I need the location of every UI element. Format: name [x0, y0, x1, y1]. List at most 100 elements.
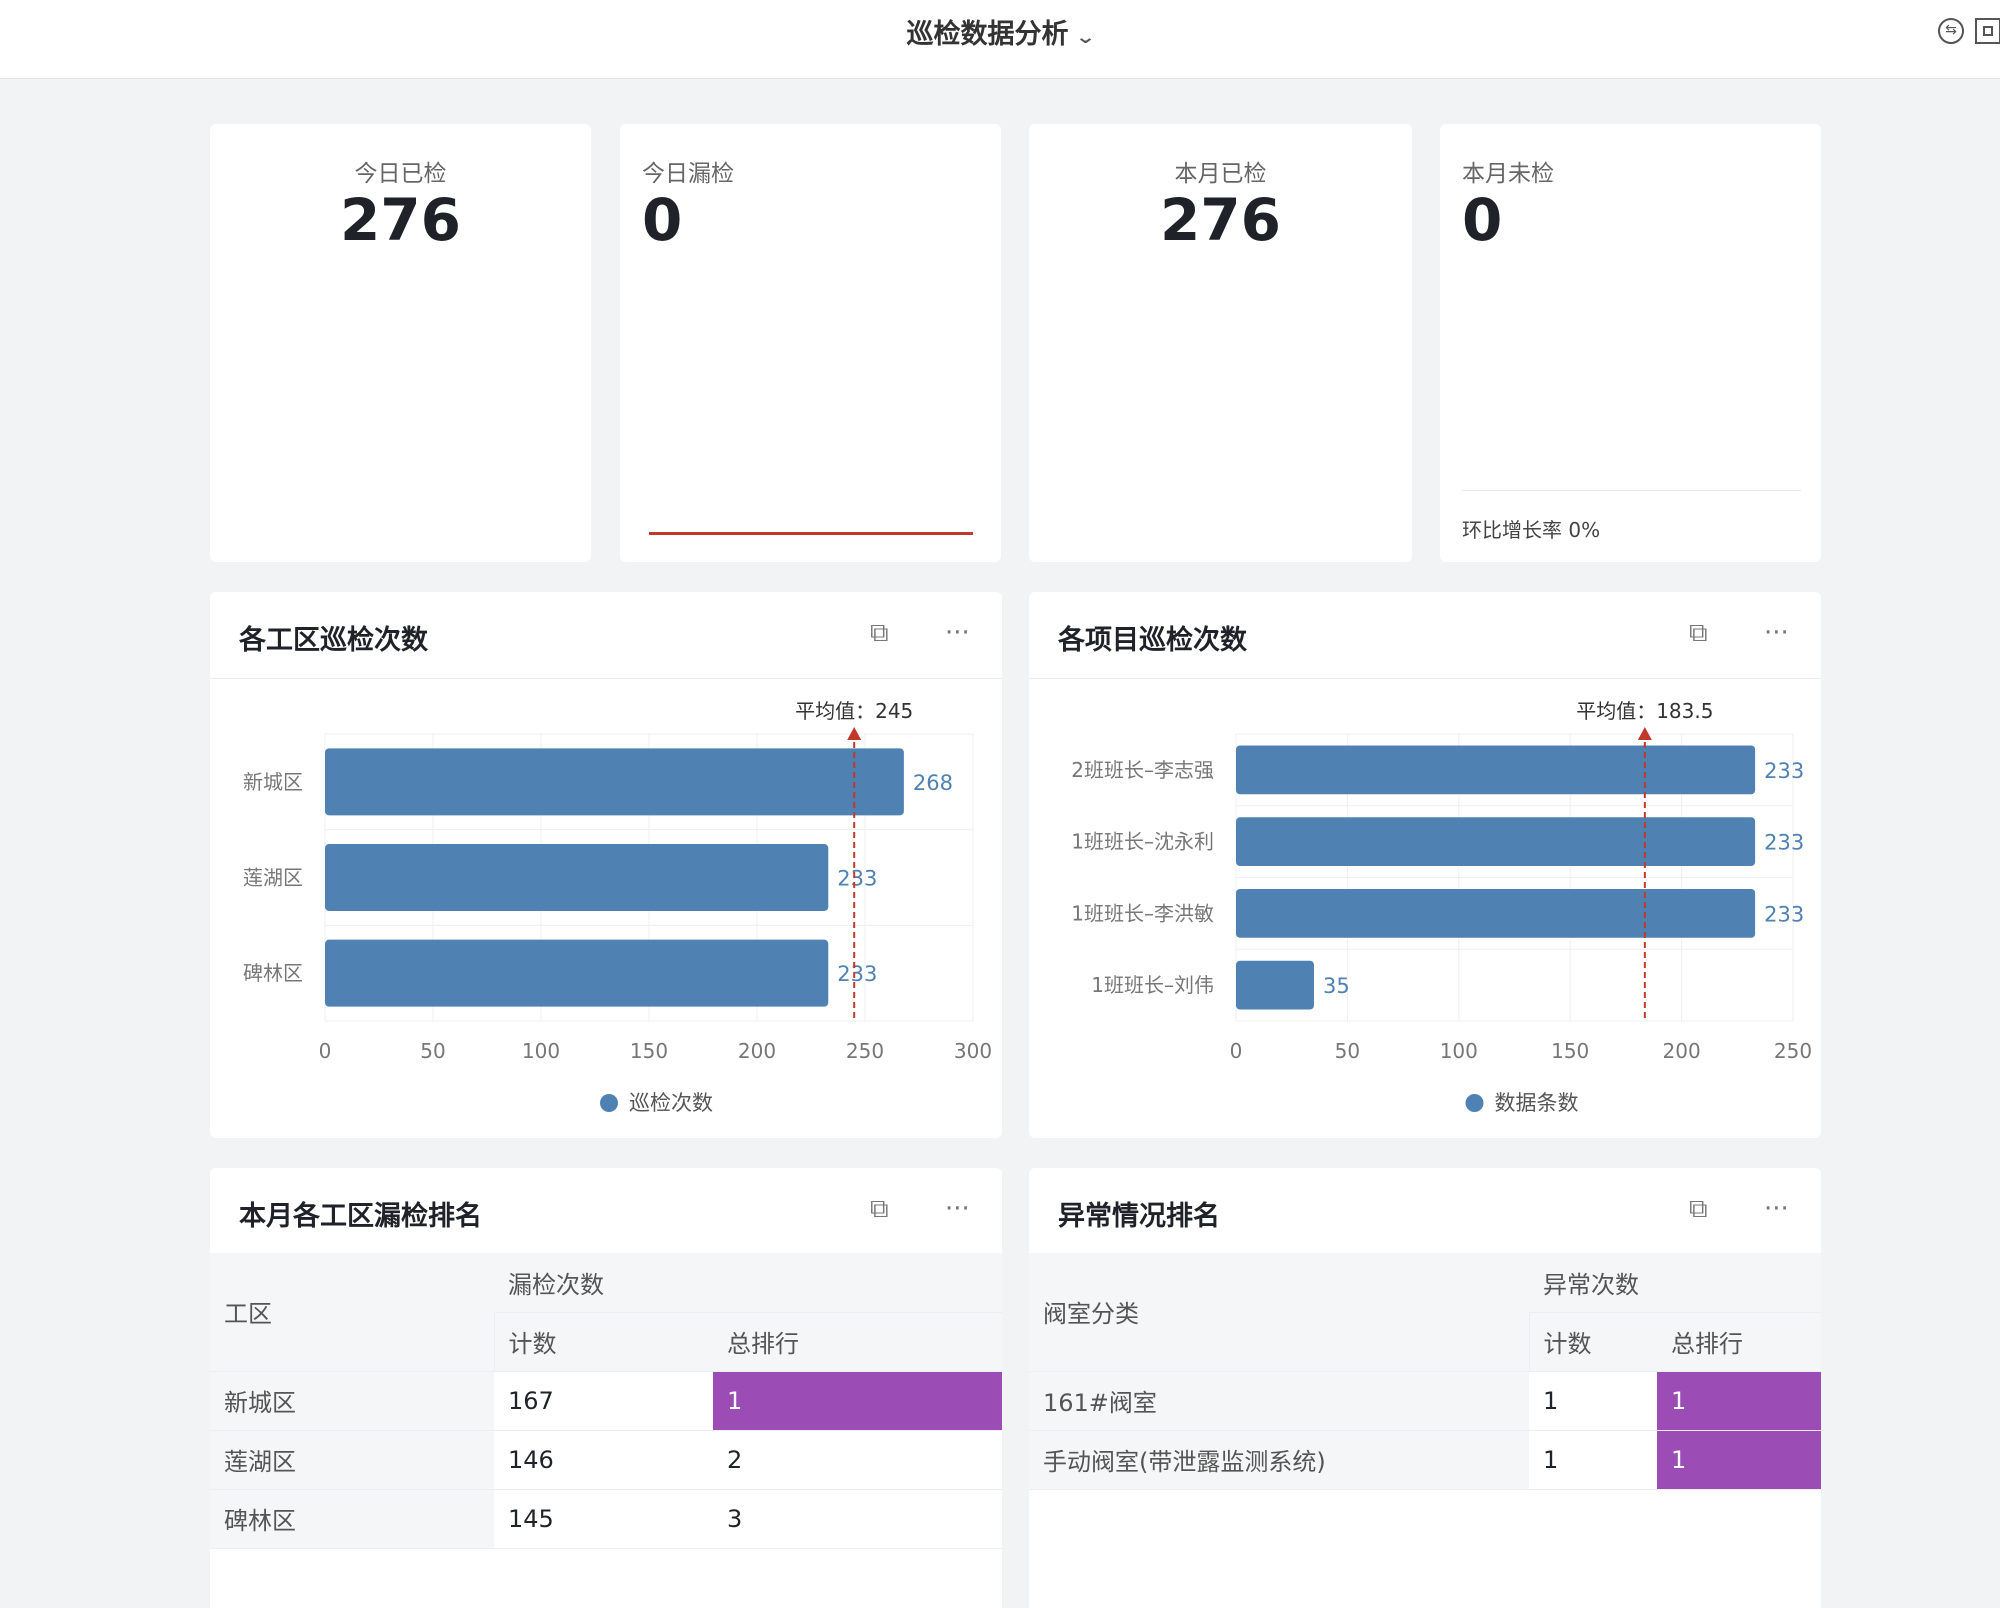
group-header: 漏检次数	[494, 1253, 1002, 1313]
x-tick-label: 0	[1230, 1039, 1243, 1063]
data-label: 35	[1323, 974, 1350, 998]
panel-header: 本月各工区漏检排名 ⧉ ···	[210, 1168, 1002, 1255]
y-category-label: 2班班长–李志强	[1071, 758, 1214, 782]
bar	[325, 748, 904, 816]
y-category-label: 新城区	[243, 770, 303, 794]
average-arrow	[1637, 727, 1652, 740]
column-header: 计数	[493, 1312, 713, 1372]
panel-header: 各项目巡检次数 ⧉ ···	[1029, 592, 1821, 679]
x-tick-label: 50	[1335, 1039, 1360, 1063]
kpi-today-checked: 今日已检 276	[210, 124, 591, 562]
cell-count: 1	[1529, 1371, 1657, 1431]
fullscreen-icon[interactable]	[1975, 18, 2000, 44]
bar	[1236, 745, 1756, 795]
data-label: 233	[837, 962, 877, 986]
column-header: 计数	[1528, 1312, 1657, 1372]
data-label: 233	[1764, 902, 1804, 926]
bar	[1236, 817, 1756, 867]
table-row: 莲湖区 146 2	[210, 1430, 1002, 1490]
kpi-value: 0	[642, 186, 683, 254]
data-label: 268	[913, 771, 953, 795]
average-label: 平均值：245	[795, 699, 913, 723]
x-tick-label: 100	[1440, 1039, 1478, 1063]
divider	[1462, 490, 1801, 491]
panel-title: 本月各工区漏检排名	[239, 1201, 482, 1232]
cell-rank: 1	[1657, 1430, 1821, 1490]
expand-icon[interactable]: ⧉	[1689, 618, 1708, 648]
cell-rank: 1	[1657, 1371, 1821, 1431]
top-bar: 巡检数据分析 ⌄ ⇆	[0, 0, 2000, 79]
panel-header: 各工区巡检次数 ⧉ ···	[210, 592, 1002, 679]
bar	[1236, 960, 1314, 1010]
ranking-table: 阀室分类 异常次数 计数 总排行 161#阀室 1 1 手动阀室(带泄露监测系统) 1 1	[1029, 1253, 1821, 1490]
more-icon[interactable]: ···	[1764, 1194, 1789, 1224]
legend-label: 巡检次数	[629, 1091, 713, 1115]
chart-panel-project: 各项目巡检次数 ⧉ ··· 0 50 100 150 200 250 2班班长–李志强 233…	[1029, 592, 1821, 1138]
kpi-label: 今日已检	[354, 161, 447, 187]
cell-name: 新城区	[210, 1371, 494, 1431]
expand-icon[interactable]: ⧉	[870, 618, 889, 648]
panel-header: 异常情况排名 ⧉ ···	[1029, 1168, 1821, 1255]
x-tick-label: 100	[522, 1039, 560, 1063]
more-icon[interactable]: ···	[945, 618, 970, 648]
cell-rank: 3	[713, 1489, 1002, 1549]
cell-rank: 2	[713, 1430, 1002, 1490]
more-icon[interactable]: ···	[945, 1194, 970, 1224]
legend-marker	[1465, 1094, 1484, 1112]
x-tick-label: 250	[1774, 1039, 1812, 1063]
bar-chart: 0 50 100 150 200 250 300 新城区 268 莲湖区 233 碑林区 233 平均值：…	[243, 699, 992, 1115]
column-header: 总排行	[1657, 1312, 1821, 1372]
cell-name: 碑林区	[210, 1489, 494, 1549]
kpi-value: 276	[1159, 186, 1282, 254]
group-header: 异常次数	[1529, 1253, 1821, 1313]
kpi-today-missed: 今日漏检 0	[620, 124, 1001, 562]
x-tick-label: 50	[420, 1039, 445, 1063]
chevron-down-icon[interactable]: ⌄	[1075, 27, 1097, 48]
cell-name: 莲湖区	[210, 1430, 494, 1490]
bar	[325, 939, 829, 1007]
column-header: 总排行	[713, 1312, 1002, 1372]
kpi-month-unchecked: 本月未检 0 环比增长率 0%	[1440, 124, 1821, 562]
x-tick-label: 250	[846, 1039, 884, 1063]
legend-marker	[600, 1094, 618, 1112]
data-label: 233	[837, 867, 877, 891]
chart-panel-district: 各工区巡检次数 ⧉ ··· 0 50 100 150 200 250 300 新城区 268 莲湖…	[210, 592, 1002, 1138]
y-category-label: 碑林区	[243, 961, 303, 985]
legend-label: 数据条数	[1495, 1091, 1579, 1115]
x-tick-label: 200	[1663, 1039, 1701, 1063]
cell-count: 145	[494, 1489, 713, 1549]
table-row: 手动阀室(带泄露监测系统) 1 1	[1029, 1430, 1821, 1490]
kpi-value: 276	[339, 186, 462, 254]
kpi-label: 今日漏检	[642, 161, 734, 187]
y-category-label: 1班班长–刘伟	[1091, 973, 1214, 997]
x-tick-label: 150	[1551, 1039, 1589, 1063]
cell-count: 167	[494, 1371, 713, 1431]
x-tick-label: 0	[319, 1039, 332, 1063]
data-label: 233	[1764, 759, 1804, 783]
average-label: 平均值：183.5	[1576, 699, 1713, 723]
table-panel-missed: 本月各工区漏检排名 ⧉ ··· 工区 漏检次数 计数 总排行 新城区 167 1 莲湖区 146…	[210, 1168, 1002, 1608]
x-tick-label: 300	[954, 1039, 992, 1063]
panel-title: 异常情况排名	[1058, 1201, 1220, 1232]
cell-name: 161#阀室	[1029, 1371, 1529, 1431]
expand-icon[interactable]: ⧉	[1689, 1194, 1708, 1224]
more-icon[interactable]: ···	[1764, 618, 1789, 648]
table-row: 新城区 167 1	[210, 1371, 1002, 1431]
dashboard-title[interactable]: 巡检数据分析 ⌄	[0, 12, 2000, 51]
data-label: 233	[1764, 831, 1804, 855]
bar-chart: 0 50 100 150 200 250 2班班长–李志强 233 1班班长–沈永利 233 1班班…	[1071, 699, 1812, 1115]
growth-rate: 环比增长率 0%	[1462, 518, 1601, 542]
kpi-label: 本月未检	[1462, 161, 1554, 187]
kpi-month-checked: 本月已检 276	[1029, 124, 1412, 562]
trend-line	[649, 532, 973, 535]
expand-icon[interactable]: ⧉	[870, 1194, 889, 1224]
cell-count: 1	[1529, 1430, 1657, 1490]
switch-icon[interactable]: ⇆	[1938, 18, 1964, 44]
bar	[1236, 888, 1756, 938]
average-arrow	[847, 727, 862, 740]
x-tick-label: 150	[630, 1039, 668, 1063]
column-header: 阀室分类	[1029, 1253, 1529, 1372]
panel-title: 各工区巡检次数	[239, 625, 428, 656]
kpi-value: 0	[1462, 186, 1503, 254]
y-category-label: 莲湖区	[243, 866, 303, 890]
